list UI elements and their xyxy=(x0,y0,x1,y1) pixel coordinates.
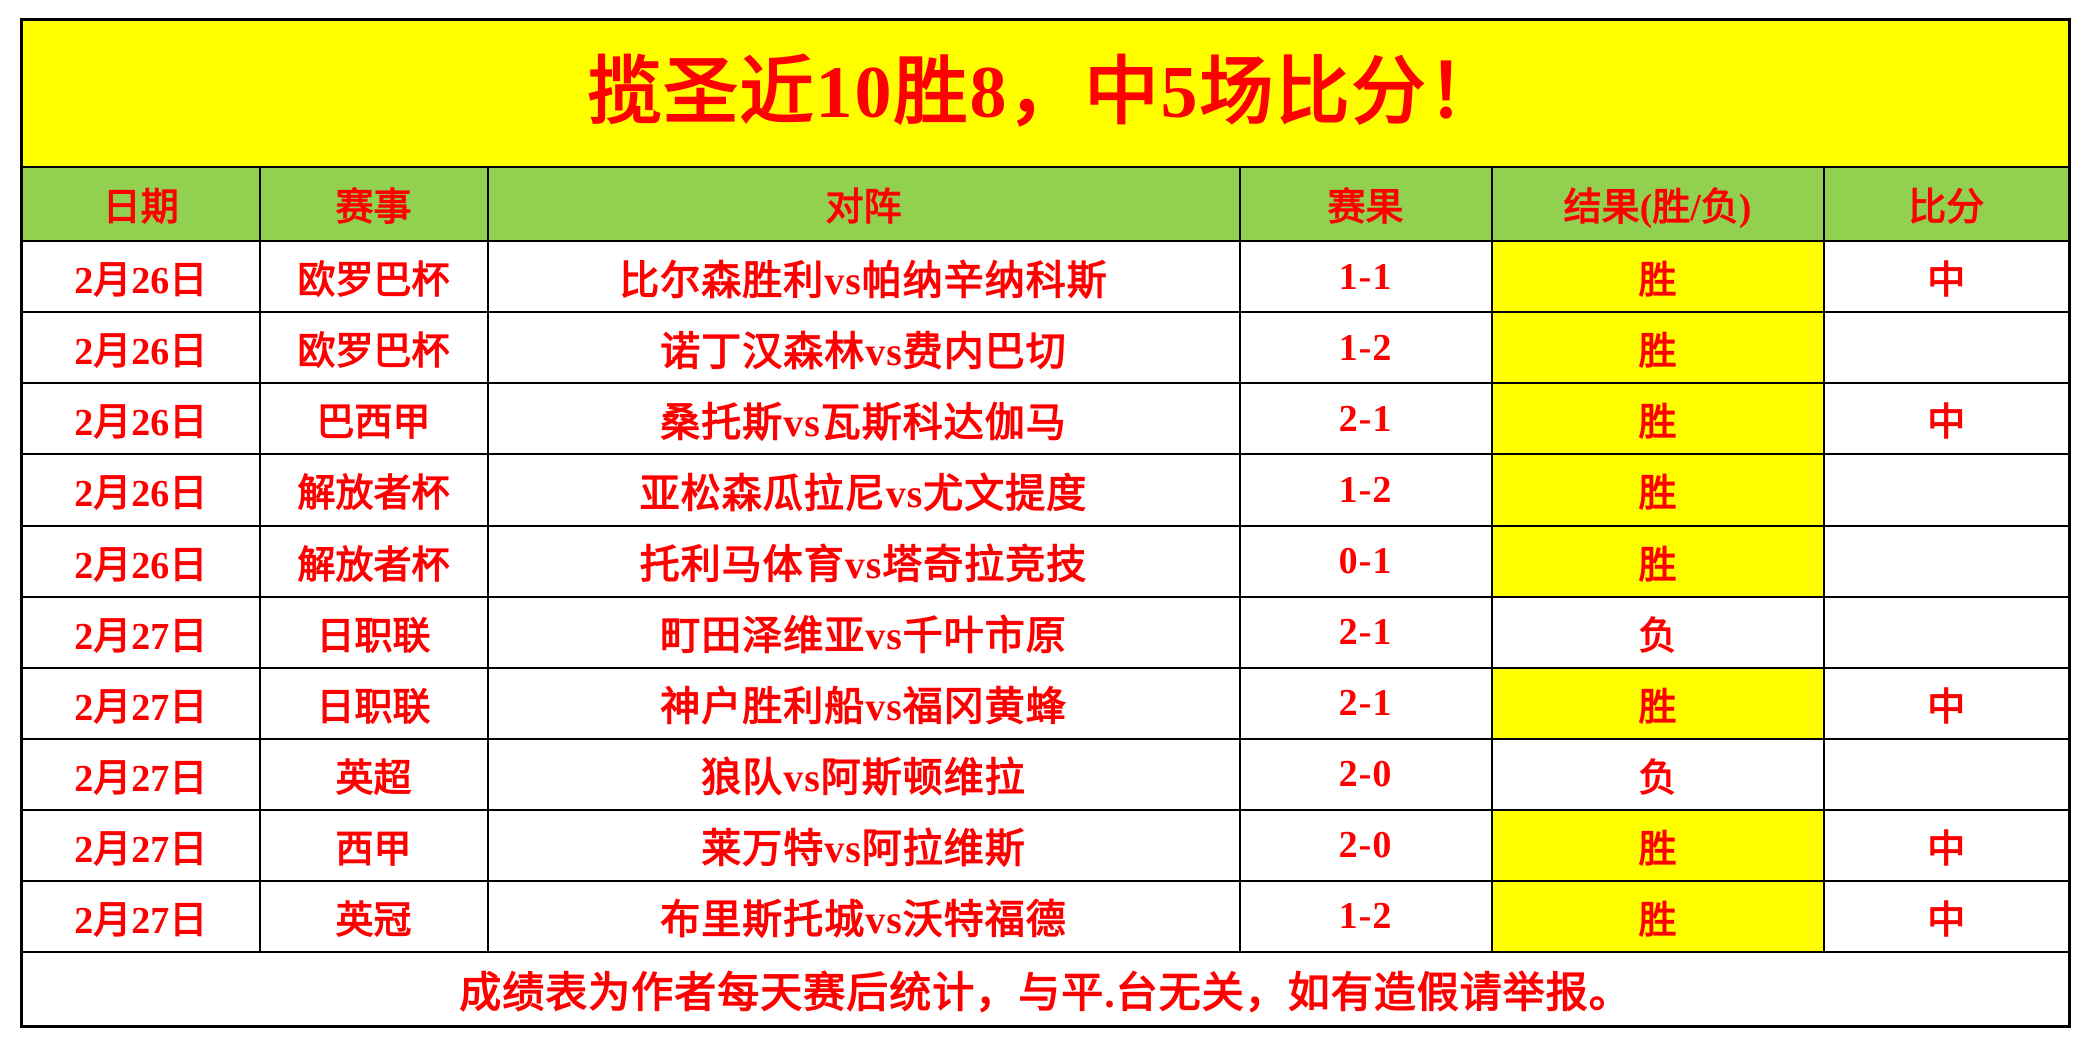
cell-result: 2-0 xyxy=(1238,808,1493,882)
cell-date: 2月26日 xyxy=(20,382,261,456)
cell-date: 2月27日 xyxy=(20,808,261,882)
cell-outcome: 负 xyxy=(1490,737,1825,811)
cell-result: 2-0 xyxy=(1238,737,1493,811)
table-row: 2月26日 解放者杯 亚松森瓜拉尼vs尤文提度 1-2 胜 xyxy=(20,453,2071,527)
cell-outcome: 胜 xyxy=(1490,808,1825,882)
cell-outcome: 胜 xyxy=(1490,311,1825,385)
table-foot: 成绩表为作者每天赛后统计，与平.台无关，如有造假请举报。 xyxy=(20,951,2071,1028)
column-header-score-hit: 比分 xyxy=(1822,165,2071,243)
cell-score-hit xyxy=(1822,524,2071,598)
column-header-competition: 赛事 xyxy=(258,165,489,243)
cell-competition: 英冠 xyxy=(258,879,489,954)
cell-date: 2月26日 xyxy=(20,311,261,385)
header-row: 日期 赛事 对阵 赛果 结果(胜/负) 比分 xyxy=(20,165,2071,243)
cell-date: 2月26日 xyxy=(20,524,261,598)
cell-score-hit: 中 xyxy=(1822,240,2071,314)
table-row: 2月26日 欧罗巴杯 诺丁汉森林vs费内巴切 1-2 胜 xyxy=(20,311,2071,385)
cell-score-hit xyxy=(1822,737,2071,811)
disclaimer-note: 成绩表为作者每天赛后统计，与平.台无关，如有造假请举报。 xyxy=(20,951,2071,1028)
cell-outcome: 胜 xyxy=(1490,524,1825,598)
table-row: 2月26日 巴西甲 桑托斯vs瓦斯科达伽马 2-1 胜中 xyxy=(20,382,2071,456)
cell-date: 2月27日 xyxy=(20,737,261,811)
cell-date: 2月26日 xyxy=(20,240,261,314)
cell-competition: 日职联 xyxy=(258,666,489,740)
cell-result: 1-2 xyxy=(1238,453,1493,527)
column-header-date: 日期 xyxy=(20,165,261,243)
cell-date: 2月27日 xyxy=(20,666,261,740)
table-row: 2月27日 西甲 莱万特vs阿拉维斯 2-0 胜中 xyxy=(20,808,2071,882)
cell-competition: 英超 xyxy=(258,737,489,811)
cell-date: 2月27日 xyxy=(20,595,261,669)
cell-outcome: 胜 xyxy=(1490,879,1825,954)
cell-outcome: 负 xyxy=(1490,595,1825,669)
table-row: 2月27日 英超 狼队vs阿斯顿维拉 2-0 负 xyxy=(20,737,2071,811)
cell-competition: 解放者杯 xyxy=(258,453,489,527)
cell-result: 2-1 xyxy=(1238,666,1493,740)
cell-outcome: 胜 xyxy=(1490,453,1825,527)
table-row: 2月27日 英冠 布里斯托城vs沃特福德 1-2 胜中 xyxy=(20,879,2071,954)
cell-outcome: 胜 xyxy=(1490,382,1825,456)
cell-score-hit: 中 xyxy=(1822,666,2071,740)
cell-match: 诺丁汉森林vs费内巴切 xyxy=(486,311,1241,385)
table-row: 2月26日 解放者杯 托利马体育vs塔奇拉竞技 0-1 胜 xyxy=(20,524,2071,598)
table-row: 2月26日 欧罗巴杯 比尔森胜利vs帕纳辛纳科斯 1-1 胜中 xyxy=(20,240,2071,314)
cell-outcome: 胜 xyxy=(1490,240,1825,314)
cell-match: 托利马体育vs塔奇拉竞技 xyxy=(486,524,1241,598)
table-body: 揽圣近10胜8，中5场比分！ 日期 赛事 对阵 赛果 结果(胜/负) 比分 2月… xyxy=(20,18,2071,954)
cell-competition: 西甲 xyxy=(258,808,489,882)
results-table: 揽圣近10胜8，中5场比分！ 日期 赛事 对阵 赛果 结果(胜/负) 比分 2月… xyxy=(20,18,2072,1028)
cell-competition: 巴西甲 xyxy=(258,382,489,456)
cell-competition: 解放者杯 xyxy=(258,524,489,598)
cell-result: 1-1 xyxy=(1238,240,1493,314)
cell-competition: 欧罗巴杯 xyxy=(258,240,489,314)
title-row: 揽圣近10胜8，中5场比分！ xyxy=(20,18,2071,168)
cell-match: 神户胜利船vs福冈黄蜂 xyxy=(486,666,1241,740)
table-row: 2月27日 日职联 町田泽维亚vs千叶市原 2-1 负 xyxy=(20,595,2071,669)
column-header-match: 对阵 xyxy=(486,165,1241,243)
table-row: 2月27日 日职联 神户胜利船vs福冈黄蜂 2-1 胜中 xyxy=(20,666,2071,740)
cell-match: 桑托斯vs瓦斯科达伽马 xyxy=(486,382,1241,456)
column-header-outcome: 结果(胜/负) xyxy=(1490,165,1825,243)
cell-outcome: 胜 xyxy=(1490,666,1825,740)
cell-match: 比尔森胜利vs帕纳辛纳科斯 xyxy=(486,240,1241,314)
cell-result: 2-1 xyxy=(1238,595,1493,669)
cell-result: 1-2 xyxy=(1238,879,1493,954)
cell-result: 2-1 xyxy=(1238,382,1493,456)
cell-score-hit: 中 xyxy=(1822,879,2071,954)
cell-score-hit xyxy=(1822,453,2071,527)
cell-match: 莱万特vs阿拉维斯 xyxy=(486,808,1241,882)
footer-row: 成绩表为作者每天赛后统计，与平.台无关，如有造假请举报。 xyxy=(20,951,2071,1028)
cell-match: 町田泽维亚vs千叶市原 xyxy=(486,595,1241,669)
cell-score-hit xyxy=(1822,595,2071,669)
cell-competition: 欧罗巴杯 xyxy=(258,311,489,385)
cell-score-hit xyxy=(1822,311,2071,385)
cell-score-hit: 中 xyxy=(1822,382,2071,456)
page-title: 揽圣近10胜8，中5场比分！ xyxy=(20,18,2071,168)
cell-date: 2月26日 xyxy=(20,453,261,527)
cell-result: 1-2 xyxy=(1238,311,1493,385)
column-header-result: 赛果 xyxy=(1238,165,1493,243)
cell-date: 2月27日 xyxy=(20,879,261,954)
cell-match: 亚松森瓜拉尼vs尤文提度 xyxy=(486,453,1241,527)
cell-competition: 日职联 xyxy=(258,595,489,669)
cell-match: 狼队vs阿斯顿维拉 xyxy=(486,737,1241,811)
cell-score-hit: 中 xyxy=(1822,808,2071,882)
cell-result: 0-1 xyxy=(1238,524,1493,598)
cell-match: 布里斯托城vs沃特福德 xyxy=(486,879,1241,954)
